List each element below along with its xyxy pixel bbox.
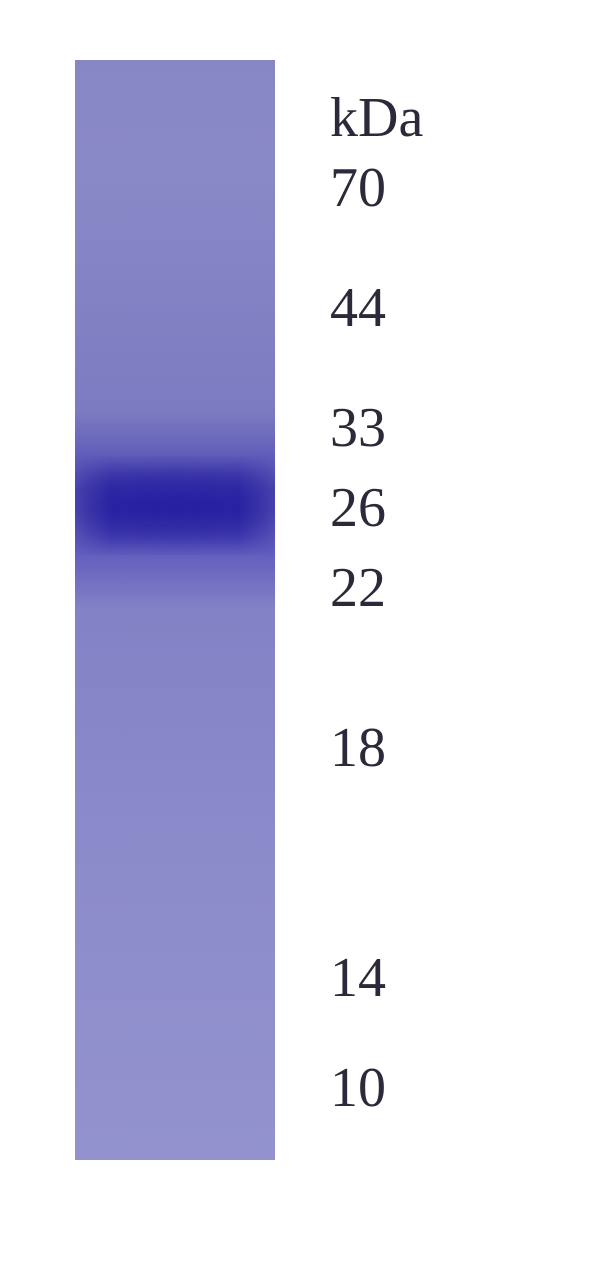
marker-label: 22: [330, 560, 386, 616]
gel-image-container: kDa 70 44 33 26 22 18 14 10: [0, 0, 595, 1280]
marker-label: 44: [330, 280, 386, 336]
marker-label: 33: [330, 400, 386, 456]
protein-band: [75, 456, 275, 555]
unit-label: kDa: [330, 90, 423, 146]
marker-label: 18: [330, 720, 386, 776]
marker-label: 14: [330, 950, 386, 1006]
lane-wrapper: [75, 60, 275, 1160]
gel-lane: [75, 60, 275, 1160]
marker-label: 26: [330, 480, 386, 536]
marker-label: 70: [330, 160, 386, 216]
marker-label: 10: [330, 1060, 386, 1116]
